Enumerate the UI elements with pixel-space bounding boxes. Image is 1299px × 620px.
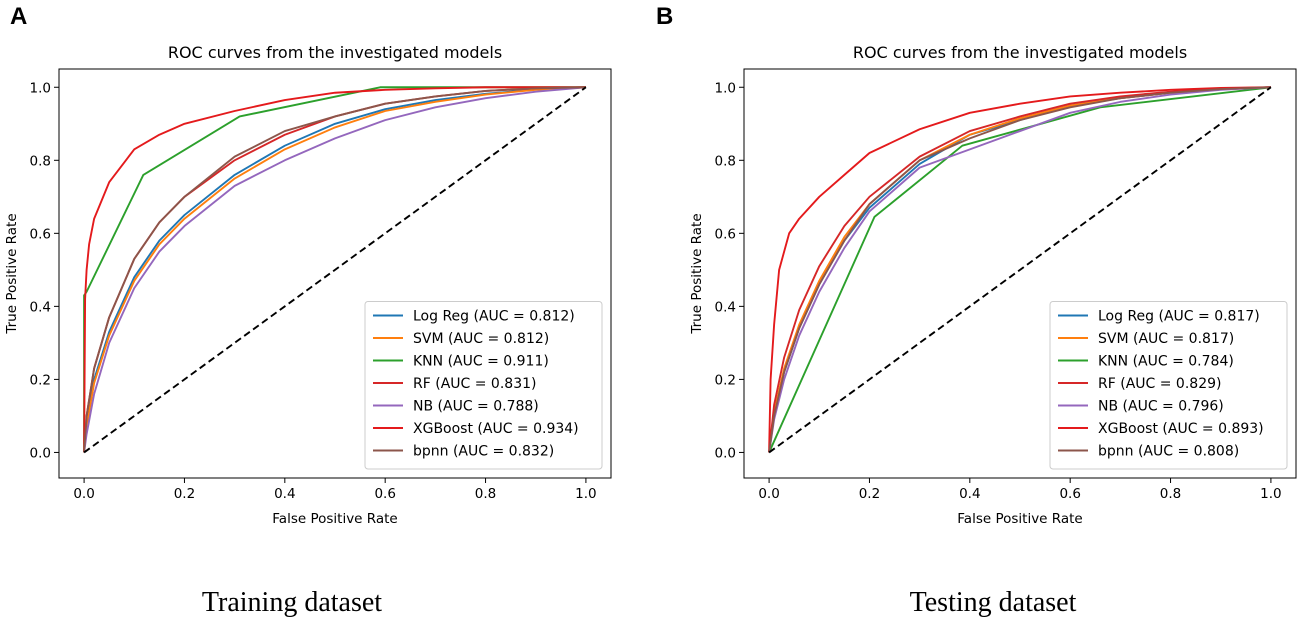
series-line — [768, 86, 1271, 453]
legend-box — [364, 301, 603, 470]
x-tick-label: 0.0 — [758, 486, 779, 502]
series-line — [768, 86, 1271, 453]
legend-label: RF (AUC = 0.829) — [1098, 376, 1221, 392]
x-tick-label: 0.6 — [374, 486, 395, 502]
legend-label: XGBoost (AUC = 0.934) — [413, 421, 579, 437]
legend-label: NB (AUC = 0.796) — [1098, 399, 1224, 415]
panel-b: B ROC curves from the investigated models… — [656, 3, 1297, 618]
chance-diagonal — [83, 86, 587, 454]
series-line — [768, 86, 1272, 453]
series-line — [83, 86, 586, 453]
legend-label: KNN (AUC = 0.911) — [413, 354, 549, 370]
legend: Log Reg (AUC = 0.812) SVM (AUC = 0.812) KN… — [364, 301, 603, 470]
chart-title: ROC curves from the investigated models — [853, 43, 1187, 62]
plot-frame — [58, 68, 612, 479]
panel-letter: A — [10, 3, 27, 30]
plot-area — [768, 86, 1272, 454]
plot-frame — [743, 68, 1297, 479]
x-tick-label: 0.2 — [859, 486, 880, 502]
chance-diagonal — [768, 86, 1272, 454]
legend-label: bpnn (AUC = 0.808) — [1098, 444, 1239, 460]
x-tick-label: 0.8 — [1160, 486, 1181, 502]
y-tick-label: 0.8 — [715, 153, 736, 169]
x-axis-label: False Positive Rate — [272, 511, 397, 527]
panel-a: A ROC curves from the investigated models… — [4, 3, 612, 618]
series-line — [83, 86, 586, 453]
series-line — [768, 86, 1271, 453]
panel-letter: B — [656, 3, 673, 30]
legend-label: KNN (AUC = 0.784) — [1098, 354, 1234, 370]
legend: Log Reg (AUC = 0.817) SVM (AUC = 0.817) KN… — [1049, 301, 1288, 470]
series-line — [83, 86, 586, 453]
legend-box — [1049, 301, 1288, 470]
series-line — [83, 86, 586, 453]
x-tick-label: 0.4 — [959, 486, 980, 502]
legend-label: SVM (AUC = 0.812) — [413, 331, 549, 347]
legend-label: SVM (AUC = 0.817) — [1098, 331, 1234, 347]
legend-label: RF (AUC = 0.831) — [413, 376, 536, 392]
y-tick-label: 0.4 — [715, 299, 736, 315]
x-axis-label: False Positive Rate — [957, 511, 1082, 527]
y-tick-label: 0.4 — [30, 299, 51, 315]
legend-label: bpnn (AUC = 0.832) — [413, 444, 554, 460]
y-tick-label: 0.2 — [715, 372, 736, 388]
plot-area — [83, 86, 587, 454]
x-tick-label: 1.0 — [1260, 486, 1281, 502]
y-axis-label: True Positive Rate — [689, 213, 705, 334]
panel-caption: Training dataset — [202, 587, 382, 618]
y-tick-label: 1.0 — [30, 80, 51, 96]
chart-title: ROC curves from the investigated models — [168, 43, 502, 62]
x-tick-label: 1.0 — [575, 486, 596, 502]
series-line — [768, 86, 1271, 453]
x-tick-label: 0.2 — [174, 486, 195, 502]
x-tick-label: 0.8 — [475, 486, 496, 502]
y-tick-label: 0.0 — [715, 445, 736, 461]
legend-label: NB (AUC = 0.788) — [413, 399, 539, 415]
legend-label: Log Reg (AUC = 0.817) — [1098, 309, 1260, 325]
panel-caption: Testing dataset — [910, 587, 1077, 618]
series-line — [83, 86, 586, 453]
y-tick-label: 0.6 — [715, 226, 736, 242]
y-tick-label: 1.0 — [715, 80, 736, 96]
y-tick-label: 0.2 — [30, 372, 51, 388]
x-tick-label: 0.4 — [274, 486, 295, 502]
y-tick-label: 0.8 — [30, 153, 51, 169]
y-tick-label: 0.0 — [30, 445, 51, 461]
x-tick-label: 0.6 — [1059, 486, 1080, 502]
y-tick-label: 0.6 — [30, 226, 51, 242]
legend-label: XGBoost (AUC = 0.893) — [1098, 421, 1264, 437]
y-axis-label: True Positive Rate — [4, 213, 20, 334]
legend-label: Log Reg (AUC = 0.812) — [413, 309, 575, 325]
x-tick-label: 0.0 — [73, 486, 94, 502]
series-line — [83, 86, 586, 453]
